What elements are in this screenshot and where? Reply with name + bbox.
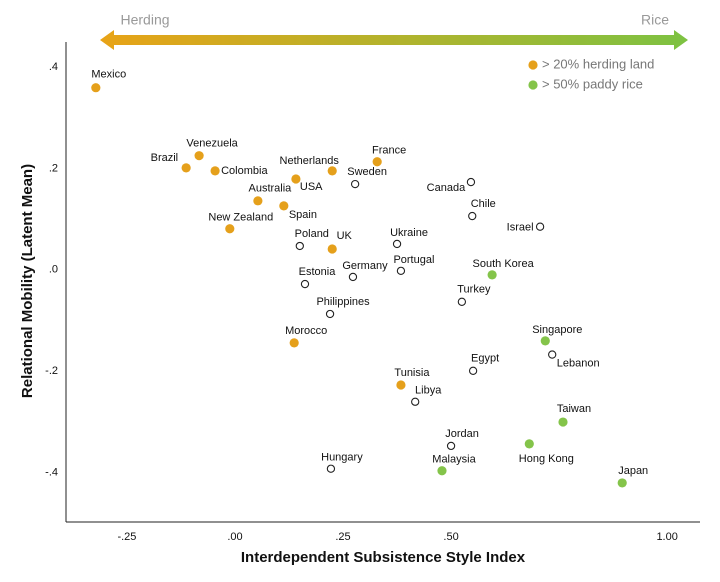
point-label: Germany [342,260,388,272]
x-tick-label: -.25 [117,531,136,543]
data-point [194,151,204,161]
point-label: Jordan [445,428,479,440]
data-point [91,83,101,93]
point-label: USA [300,181,323,193]
point-label: Libya [415,385,442,397]
y-tick-label: .4 [49,61,58,73]
x-tick-label: .25 [335,531,350,543]
y-tick-label: -.4 [45,467,58,479]
data-point [437,466,447,476]
point-label: Venezuela [186,138,238,150]
point-label: Mexico [91,69,126,81]
data-point [327,166,337,176]
x-tick-label: .50 [443,531,458,543]
data-point [535,222,545,231]
data-point [558,417,568,427]
x-tick-label: .00 [227,531,242,543]
point-label: Tunisia [394,367,430,379]
point-label: Chile [471,198,496,210]
data-point [396,380,406,390]
point-label: Lebanon [557,357,600,369]
data-point [279,201,289,211]
data-point [289,338,299,348]
data-point [411,397,420,406]
point-label: Spain [289,209,317,221]
data-point [524,439,534,449]
y-tick-label: .2 [49,162,58,174]
data-point [327,244,337,254]
x-axis-title: Interdependent Subsistence Style Index [241,549,526,566]
point-label: Philippines [316,296,370,308]
data-point [540,336,550,346]
point-label: UK [337,230,353,242]
data-point [225,224,235,234]
data-point [372,157,382,167]
point-label: Taiwan [557,403,591,415]
point-label: Ukraine [390,227,428,239]
data-point [325,309,335,319]
data-point [548,350,557,359]
point-label: Morocco [285,325,327,337]
point-label: Singapore [532,324,582,336]
arrow-left-label: Herding [120,12,169,28]
data-point [396,266,406,276]
point-label: Japan [618,465,648,477]
y-tick-label: .0 [49,264,58,276]
data-point [295,241,304,251]
data-point [468,211,477,221]
legend-label: > 20% herding land [542,56,654,71]
data-point [210,166,220,176]
legend-marker [528,80,538,90]
point-label: New Zealand [208,212,273,224]
data-point [348,272,358,282]
y-axis-title: Relational Mobility (Latent Mean) [19,164,36,398]
point-label: Hungary [321,452,363,464]
point-label: Israel [507,222,534,234]
data-point [326,464,336,473]
data-point [350,179,360,189]
point-label: Australia [248,183,292,195]
data-point [468,366,478,375]
point-label: Estonia [299,266,337,278]
legend-label: > 50% paddy rice [542,76,643,91]
point-label: France [372,145,406,157]
point-label: South Korea [473,258,535,270]
data-point [466,177,476,187]
x-tick-label: 1.00 [656,531,677,543]
data-point [617,478,627,488]
data-point [457,297,467,306]
data-point [487,270,497,280]
point-label: Netherlands [280,155,340,167]
point-label: Colombia [221,165,268,177]
point-label: Sweden [347,166,387,178]
point-label: Turkey [457,284,491,296]
data-point [253,196,263,206]
direction-arrow [100,30,688,50]
data-point [392,239,402,249]
data-point [300,279,310,289]
point-label: Canada [427,182,466,194]
data-point [291,174,301,184]
y-tick-label: -.2 [45,365,58,377]
point-label: Malaysia [432,454,476,466]
arrow-right-label: Rice [641,12,669,28]
point-label: Egypt [471,353,499,365]
legend-marker [528,60,538,70]
data-point [446,441,456,451]
point-label: Brazil [151,152,179,164]
point-label: Poland [295,228,329,240]
point-label: Portugal [393,254,434,266]
data-point [181,163,191,173]
point-label: Hong Kong [519,453,574,465]
